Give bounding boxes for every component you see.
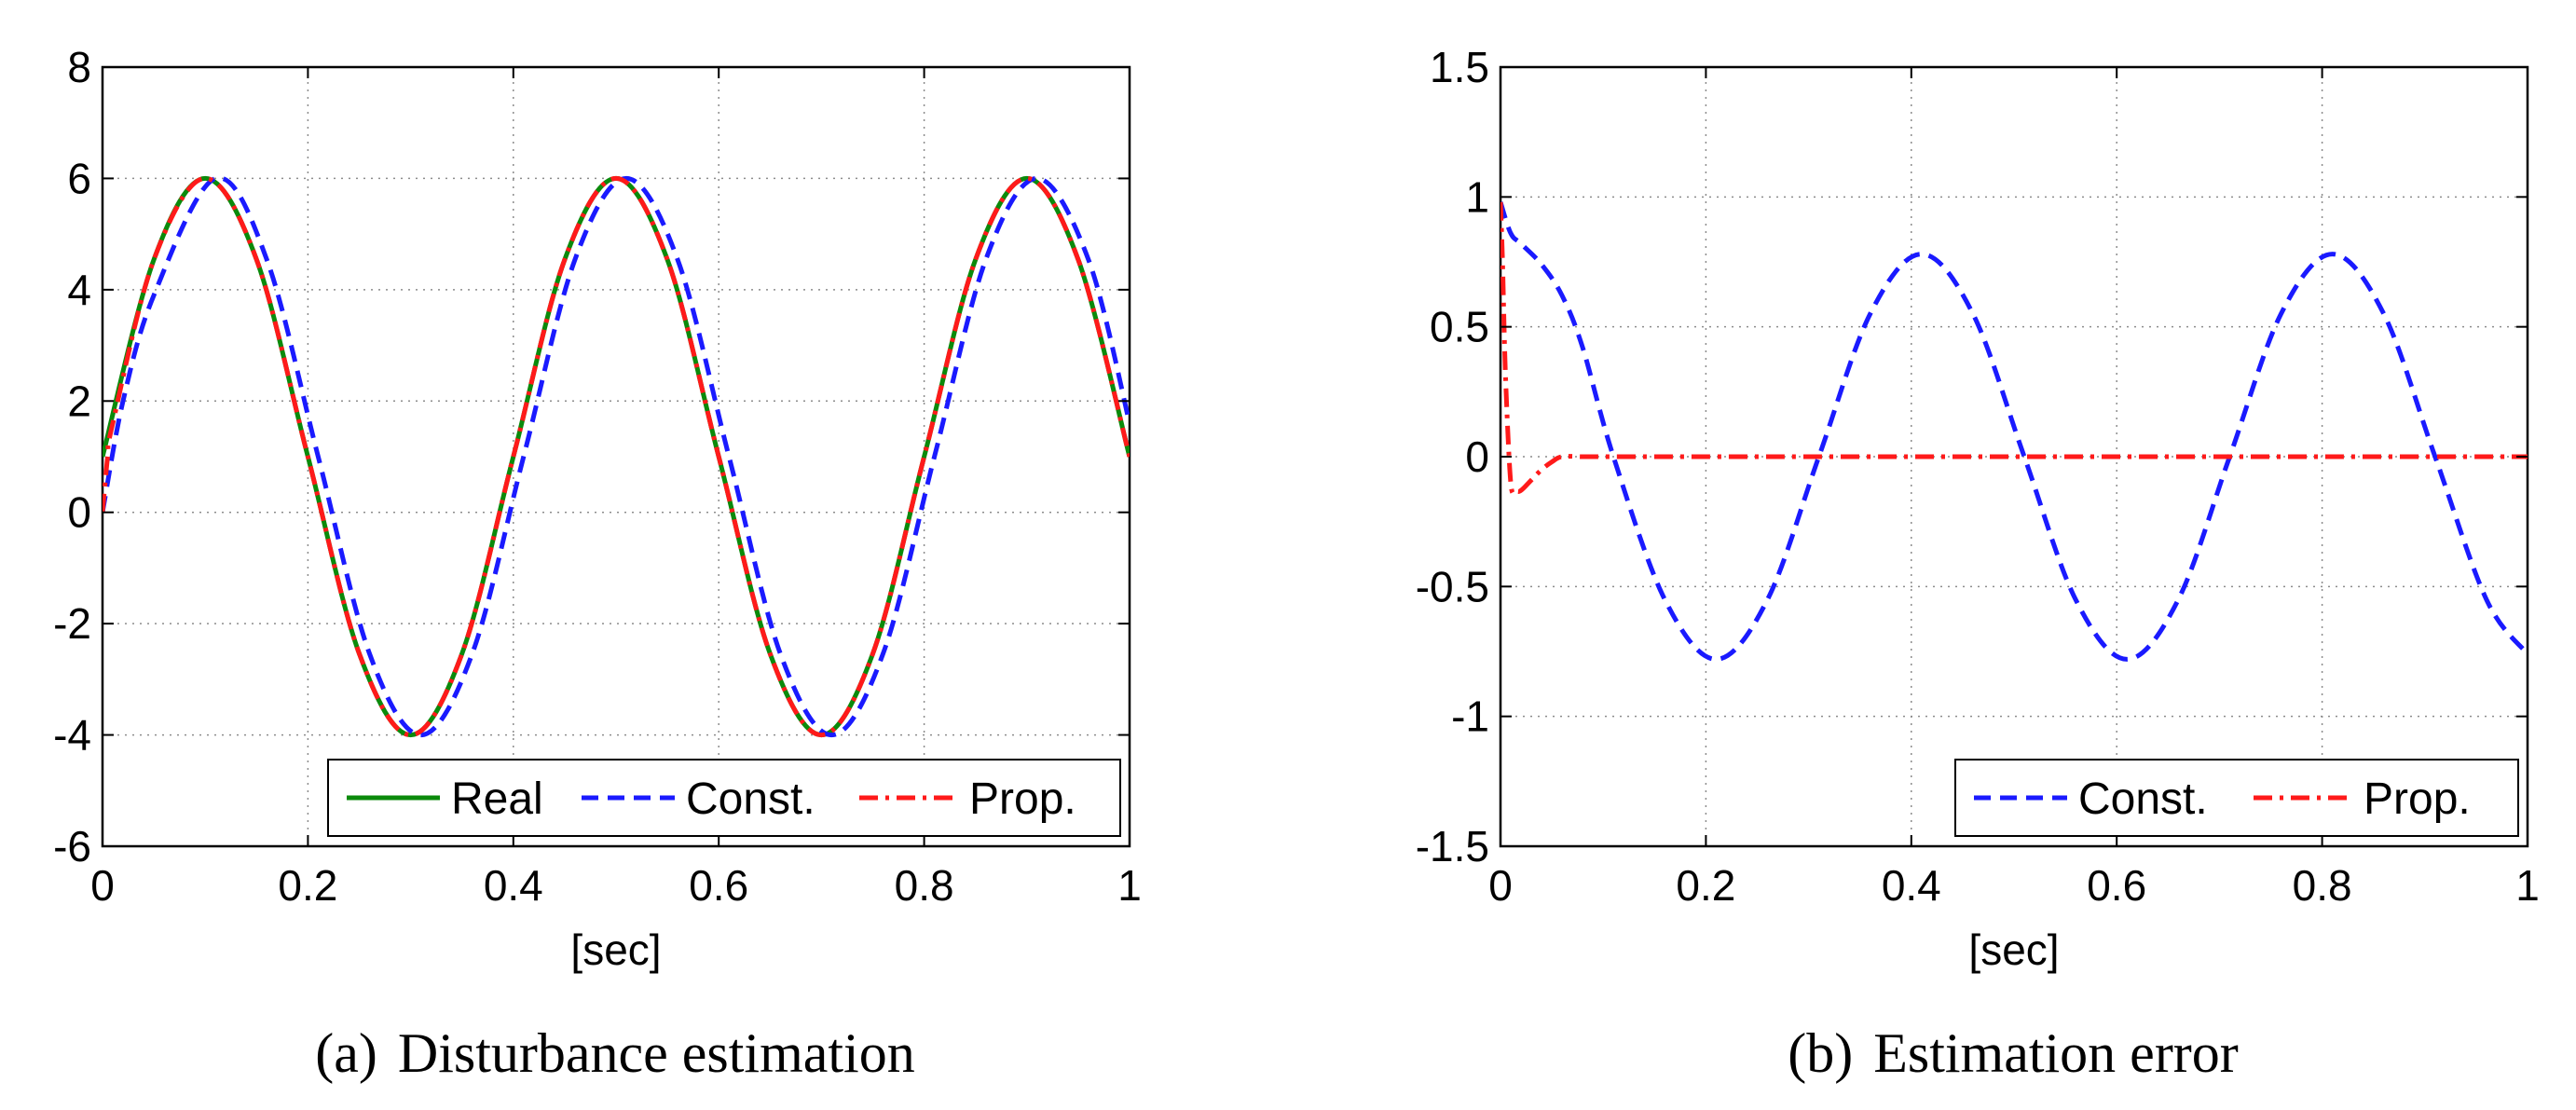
x-tick-label: 0.8 xyxy=(895,861,954,910)
series-a xyxy=(103,175,1130,738)
caption-text-a: Disturbance estimation xyxy=(398,1022,915,1084)
panel-a-disturbance-estimation: 0 0.2 0.4 0.6 0.8 1 -6 -4 -2 0 2 4 6 8 [sec] Real Con… xyxy=(53,43,1142,1084)
y-tick-label: -1 xyxy=(1451,692,1489,741)
y-tick-label: 6 xyxy=(67,154,91,202)
y-tick-label: -6 xyxy=(53,822,91,870)
series-line-prop-a xyxy=(103,175,1130,738)
legend-label-const-a: Const. xyxy=(686,774,815,824)
caption-label-a: (a) xyxy=(315,1022,377,1084)
x-tick-label: 1 xyxy=(2515,861,2540,910)
y-tick-label: -1.5 xyxy=(1416,822,1489,870)
y-tick-label: 2 xyxy=(67,377,91,425)
x-tick-label: 0.4 xyxy=(1882,861,1941,910)
y-tick-label: 0.5 xyxy=(1430,303,1489,351)
grid-b xyxy=(1500,67,2528,846)
x-tick-label: 0 xyxy=(90,861,115,910)
legend-label-const-b: Const. xyxy=(2078,774,2208,824)
x-axis-label-a: [sec] xyxy=(570,925,661,974)
legend-label-prop-a: Prop. xyxy=(969,774,1076,824)
series-b xyxy=(1500,201,2528,662)
caption-text-b: Estimation error xyxy=(1873,1022,2239,1084)
legend-b: Const. Prop. xyxy=(1954,759,2519,837)
y-tick-label: 1 xyxy=(1465,172,1489,221)
ticks-a: 0 0.2 0.4 0.6 0.8 1 -6 -4 -2 0 2 4 6 8 xyxy=(53,43,1142,910)
x-tick-label: 0.4 xyxy=(484,861,543,910)
caption-label-b: (b) xyxy=(1788,1022,1853,1084)
x-tick-label: 0 xyxy=(1488,861,1513,910)
y-tick-label: 4 xyxy=(67,266,91,314)
y-tick-label: 1.5 xyxy=(1430,43,1489,91)
legend-box-a xyxy=(327,759,1121,837)
y-tick-label: -2 xyxy=(53,599,91,648)
y-tick-label: 0 xyxy=(67,488,91,537)
ticks-b: 0 0.2 0.4 0.6 0.8 1 -1.5 -1 -0.5 0 0.5 1 1.5 xyxy=(1416,43,2540,910)
y-tick-label: 8 xyxy=(67,43,91,91)
plot-area-a xyxy=(101,65,1131,848)
y-tick-label: -4 xyxy=(53,711,91,760)
x-axis-label-b: [sec] xyxy=(1968,925,2059,974)
legend-label-prop-b: Prop. xyxy=(2364,774,2471,824)
series-line-const-b xyxy=(1500,201,2528,662)
x-tick-label: 0.6 xyxy=(689,861,748,910)
series-line-prop-b xyxy=(1500,201,2528,496)
series-line-const-a xyxy=(103,175,1130,738)
legend-label-real: Real xyxy=(451,774,543,824)
caption-a: (a) Disturbance estimation xyxy=(315,1022,914,1084)
y-tick-label: 0 xyxy=(1465,432,1489,481)
panel-b-estimation-error: 0 0.2 0.4 0.6 0.8 1 -1.5 -1 -0.5 0 0.5 1 1.5 [sec] C… xyxy=(1416,43,2540,1084)
x-tick-label: 0.2 xyxy=(1676,861,1735,910)
legend-a: Real Const. Prop. xyxy=(327,759,1121,837)
x-tick-label: 1 xyxy=(1117,861,1142,910)
grid-a xyxy=(103,67,1130,846)
caption-b: (b) Estimation error xyxy=(1788,1022,2239,1084)
y-tick-label: -0.5 xyxy=(1416,562,1489,610)
x-tick-label: 0.6 xyxy=(2087,861,2146,910)
x-tick-label: 0.8 xyxy=(2293,861,2352,910)
legend-box-b xyxy=(1954,759,2519,837)
x-tick-label: 0.2 xyxy=(278,861,337,910)
